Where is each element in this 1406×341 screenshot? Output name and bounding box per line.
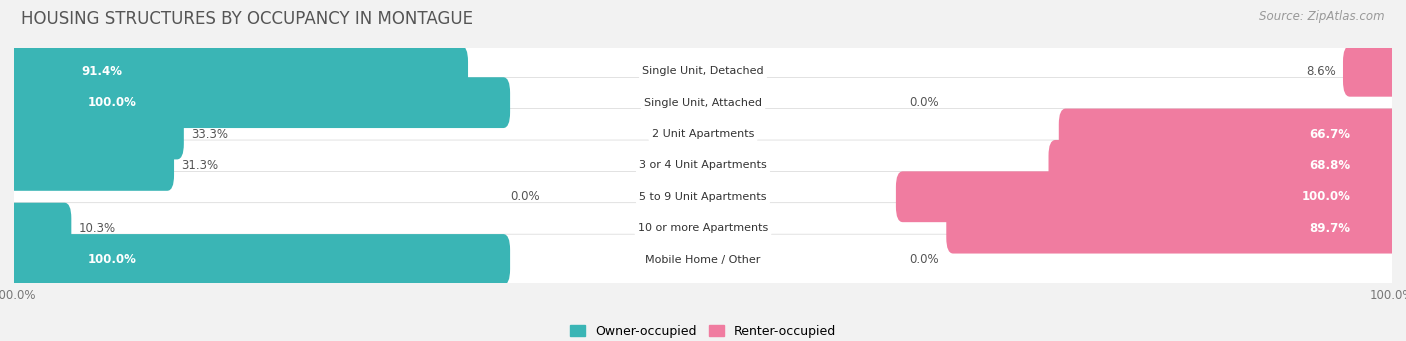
FancyBboxPatch shape (0, 234, 1406, 285)
FancyBboxPatch shape (946, 203, 1399, 254)
FancyBboxPatch shape (0, 46, 1406, 97)
Text: 33.3%: 33.3% (191, 128, 228, 140)
FancyBboxPatch shape (7, 203, 72, 254)
Text: 89.7%: 89.7% (1309, 222, 1351, 235)
Text: 8.6%: 8.6% (1306, 65, 1336, 78)
Text: 3 or 4 Unit Apartments: 3 or 4 Unit Apartments (640, 160, 766, 170)
FancyBboxPatch shape (0, 140, 1406, 191)
Text: 2 Unit Apartments: 2 Unit Apartments (652, 129, 754, 139)
Text: 100.0%: 100.0% (87, 96, 136, 109)
Text: Source: ZipAtlas.com: Source: ZipAtlas.com (1260, 10, 1385, 23)
Text: 0.0%: 0.0% (510, 190, 540, 203)
Text: 0.0%: 0.0% (910, 96, 939, 109)
Text: Single Unit, Attached: Single Unit, Attached (644, 98, 762, 108)
FancyBboxPatch shape (7, 234, 510, 285)
Text: Mobile Home / Other: Mobile Home / Other (645, 254, 761, 265)
Text: 100.0%: 100.0% (1302, 190, 1351, 203)
FancyBboxPatch shape (7, 46, 468, 97)
FancyBboxPatch shape (7, 77, 510, 128)
FancyBboxPatch shape (1049, 140, 1399, 191)
Text: 68.8%: 68.8% (1309, 159, 1351, 172)
Legend: Owner-occupied, Renter-occupied: Owner-occupied, Renter-occupied (565, 320, 841, 341)
FancyBboxPatch shape (896, 171, 1399, 222)
Text: 31.3%: 31.3% (181, 159, 218, 172)
FancyBboxPatch shape (1343, 46, 1399, 97)
FancyBboxPatch shape (0, 203, 1406, 253)
FancyBboxPatch shape (7, 108, 184, 160)
FancyBboxPatch shape (7, 140, 174, 191)
Text: 5 to 9 Unit Apartments: 5 to 9 Unit Apartments (640, 192, 766, 202)
FancyBboxPatch shape (1059, 108, 1399, 160)
Text: Single Unit, Detached: Single Unit, Detached (643, 66, 763, 76)
Text: HOUSING STRUCTURES BY OCCUPANCY IN MONTAGUE: HOUSING STRUCTURES BY OCCUPANCY IN MONTA… (21, 10, 472, 28)
Text: 100.0%: 100.0% (87, 253, 136, 266)
Text: 10 or more Apartments: 10 or more Apartments (638, 223, 768, 233)
Text: 10.3%: 10.3% (79, 222, 115, 235)
FancyBboxPatch shape (0, 77, 1406, 128)
Text: 91.4%: 91.4% (82, 65, 122, 78)
FancyBboxPatch shape (0, 172, 1406, 222)
Text: 0.0%: 0.0% (910, 253, 939, 266)
FancyBboxPatch shape (0, 109, 1406, 159)
Text: 66.7%: 66.7% (1309, 128, 1351, 140)
